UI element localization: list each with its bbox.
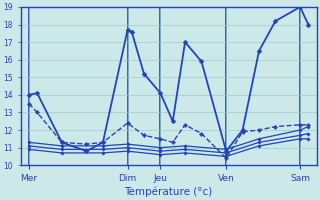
- X-axis label: Température (°c): Température (°c): [124, 186, 213, 197]
